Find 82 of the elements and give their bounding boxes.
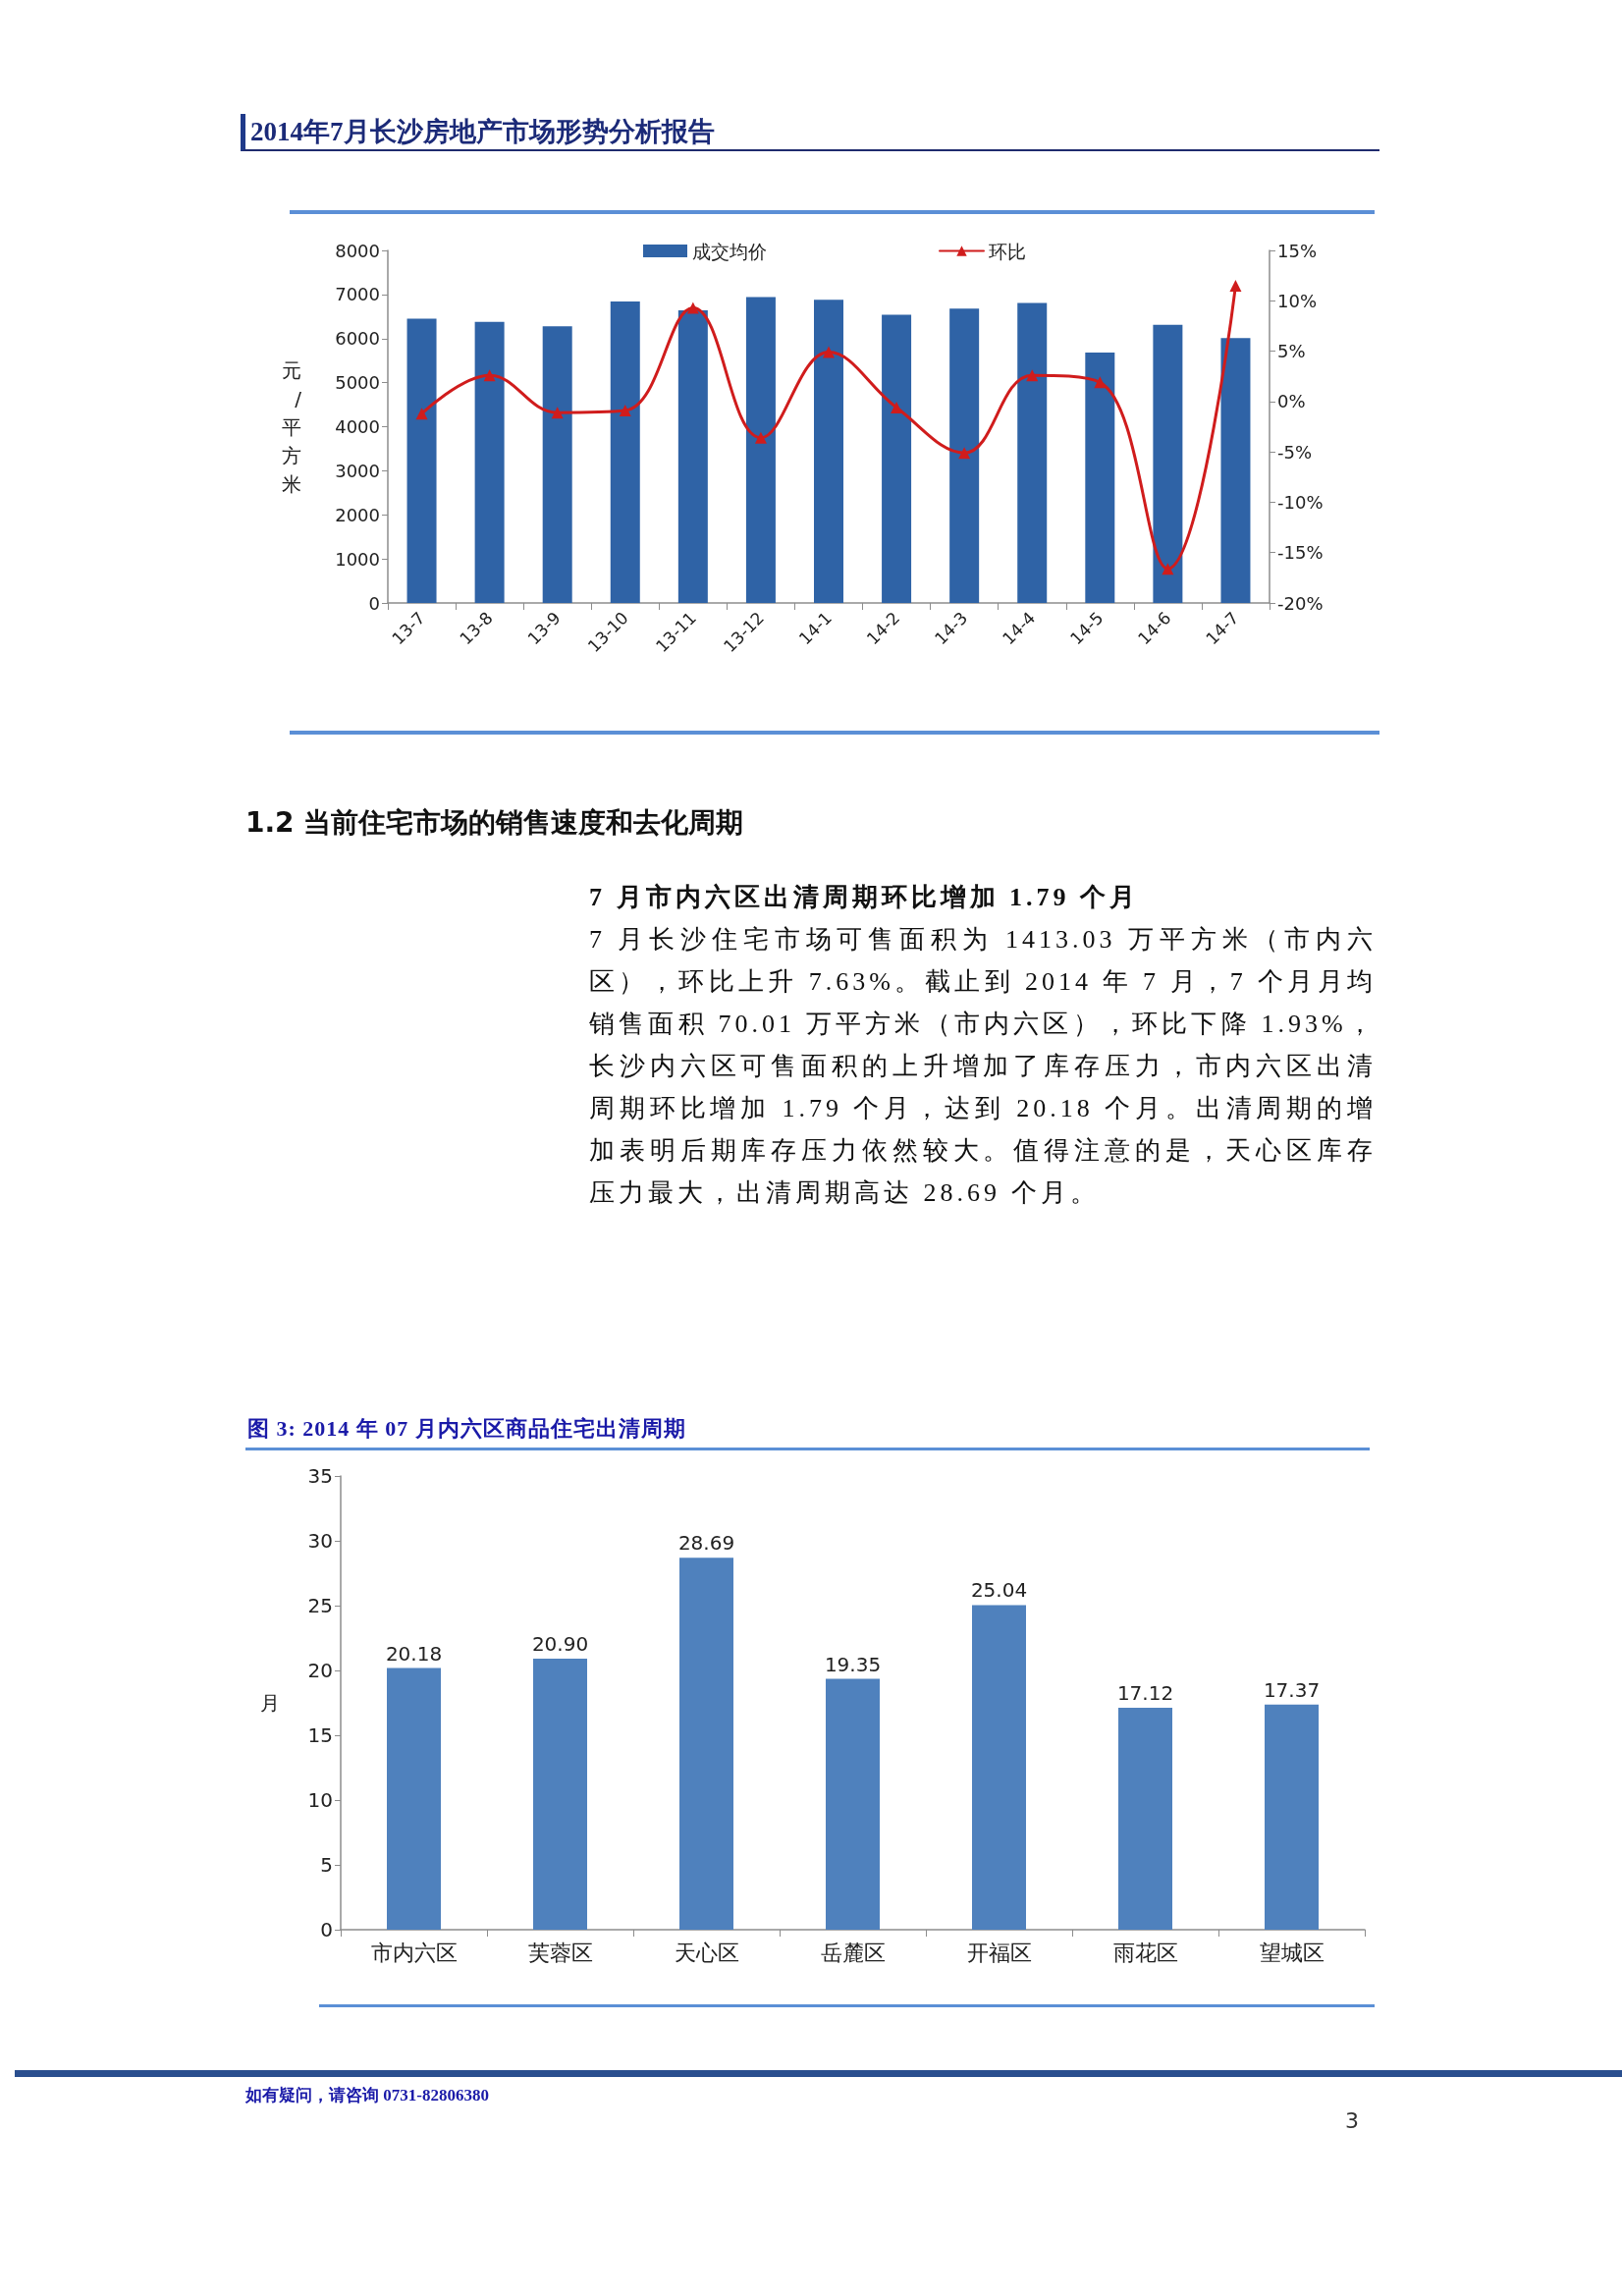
- y-tick-label: 25: [307, 1594, 333, 1617]
- data-label: 17.12: [1116, 1681, 1174, 1706]
- x-tick-label: 天心区: [674, 1940, 739, 1965]
- y2-tick-label: 10%: [1277, 290, 1318, 311]
- y2-tick-label: -20%: [1277, 592, 1324, 614]
- bar: [1017, 302, 1048, 603]
- bar: [610, 301, 640, 603]
- bar: [814, 300, 843, 603]
- text: 1.2 当前住宅市场的销售速度和去化周期: [245, 805, 744, 841]
- bar: [826, 1678, 880, 1930]
- y-tick-label: 6000: [335, 328, 380, 350]
- data-label: 17.37: [1263, 1677, 1321, 1702]
- text: 7 月市内六区出清周期环比增加 1.79 个月: [589, 882, 1140, 913]
- y2-tick-label: 0%: [1277, 391, 1306, 412]
- bar: [745, 297, 776, 603]
- point: [686, 301, 699, 314]
- y-tick-label: 1000: [335, 548, 380, 570]
- text: 如有疑问，请咨询 0731-82806380: [245, 2085, 489, 2106]
- point: [823, 346, 835, 358]
- bar: [1153, 324, 1183, 603]
- y2-tick-label: 5%: [1277, 341, 1306, 362]
- chart-title: 图 3: 2014 年 07 月内六区商品住宅出清周期: [247, 1415, 686, 1443]
- y-tick-label: 0: [368, 592, 380, 614]
- point: [754, 431, 767, 444]
- bar: [677, 310, 708, 603]
- point: [1026, 369, 1039, 382]
- bar: [387, 1667, 441, 1930]
- data-label: 19.35: [824, 1652, 882, 1676]
- text: 2014年7月长沙房地产市场形势分析报告: [241, 114, 1379, 151]
- y-tick-label: 2000: [335, 504, 380, 525]
- x-tick-label: 开福区: [966, 1940, 1032, 1965]
- bar: [1265, 1704, 1319, 1930]
- bar: [882, 314, 912, 603]
- x-tick-label: 市内六区: [370, 1940, 458, 1965]
- y2-tick-label: 15%: [1277, 240, 1318, 261]
- bar: [679, 1558, 733, 1930]
- x-tick-label: 岳麓区: [820, 1940, 886, 1965]
- y-tick-label: 3000: [335, 460, 380, 481]
- bar: [474, 321, 505, 603]
- point: [958, 447, 971, 460]
- y-tick-label: 5: [320, 1853, 333, 1877]
- x-tick-label: 雨花区: [1112, 1940, 1178, 1965]
- point: [551, 407, 564, 419]
- point: [483, 369, 496, 382]
- bar: [533, 1659, 587, 1930]
- data-label: 25.04: [970, 1578, 1028, 1603]
- data-label: 28.69: [677, 1531, 735, 1556]
- y-tick-label: 8000: [335, 240, 380, 261]
- point: [1094, 376, 1107, 389]
- y2-tick-label: -5%: [1277, 441, 1313, 463]
- point: [1162, 563, 1174, 575]
- point: [415, 408, 428, 420]
- y-tick-label: 7000: [335, 284, 380, 305]
- y-axis-title: 月: [260, 1691, 280, 1715]
- text: 3: [1345, 2107, 1359, 2135]
- legend-label: 环比: [989, 240, 1026, 262]
- y2-tick-label: -10%: [1277, 491, 1324, 513]
- y-tick-label: 5000: [335, 372, 380, 394]
- x-tick-label: 望城区: [1259, 1940, 1325, 1965]
- point: [619, 405, 631, 417]
- bar: [1118, 1708, 1172, 1930]
- point: [1229, 279, 1242, 292]
- y-axis-title: 元/平方米: [282, 357, 302, 496]
- y-tick-label: 15: [307, 1723, 333, 1747]
- bar: [542, 326, 572, 603]
- y-tick-label: 10: [307, 1788, 333, 1812]
- bar: [1085, 353, 1115, 603]
- legend-label: 成交均价: [692, 240, 767, 262]
- text: 7 月长沙住宅市场可售面积为 1413.03 万平方米（市内六区），环比上升 7.63%。截止到 2014 年 7 月，7 个月月均销售面积 70.01 万平方米（市内六区），环比下降 1.93%，长沙内六区可售面积的上升增加了库存压力，市内六区出清周期环比增加 1.79 个月，达到 20.18 个月。出清周期的增加表明后期库存压力依然较大。值得注意的是，天心区库存压力最大，出清周期高达 28.69 个月。: [589, 924, 1378, 1209]
- y-tick-label: 20: [307, 1659, 333, 1682]
- y2-tick-label: -15%: [1277, 542, 1324, 564]
- y-tick-label: 4000: [335, 416, 380, 437]
- data-label: 20.90: [531, 1632, 589, 1657]
- y-tick-label: 0: [320, 1918, 333, 1941]
- y-tick-label: 35: [307, 1464, 333, 1488]
- bar: [972, 1605, 1026, 1930]
- y-tick-label: 30: [307, 1529, 333, 1553]
- data-label: 20.18: [385, 1641, 443, 1666]
- x-tick-label: 芙蓉区: [527, 1940, 593, 1965]
- bar: [1220, 338, 1251, 603]
- bar: [949, 308, 980, 603]
- bar: [406, 318, 437, 603]
